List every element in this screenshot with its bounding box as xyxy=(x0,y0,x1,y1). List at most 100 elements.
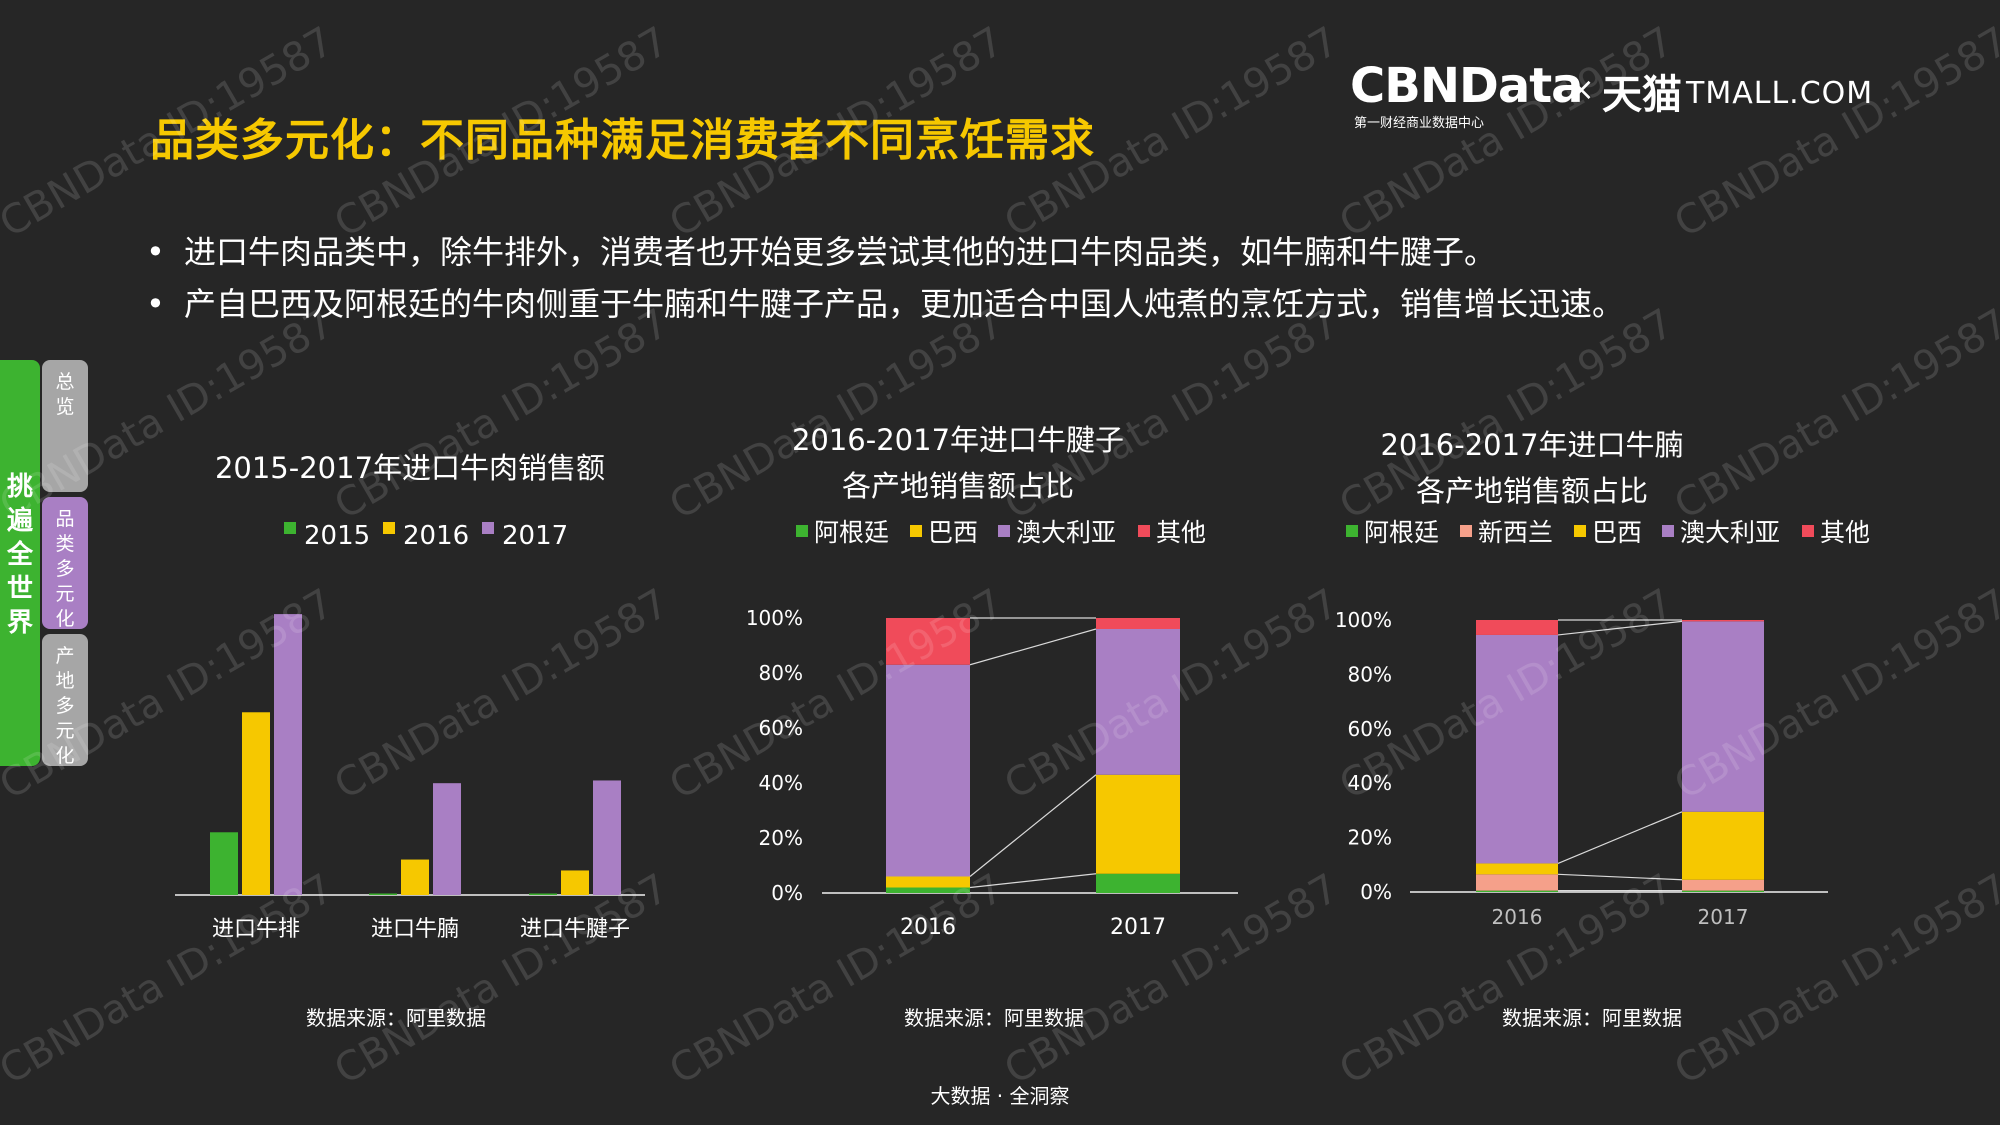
chart2-title: 2016-2017年进口牛腱子 xyxy=(792,423,1124,457)
chart3-legend-swatch xyxy=(1574,525,1586,537)
chart3-legend-label: 澳大利亚 xyxy=(1680,518,1780,547)
chart2-legend-swatch xyxy=(796,525,808,537)
footer-slogan: 大数据 · 全洞察 xyxy=(930,1084,1070,1108)
chart2-bar-segment xyxy=(1096,873,1180,893)
chart3-legend-label: 巴西 xyxy=(1592,518,1642,547)
chart1-bar xyxy=(433,783,461,895)
chart2-legend-swatch xyxy=(998,525,1010,537)
chart3-bar-segment xyxy=(1476,863,1558,875)
chart1-legend-label: 2015 xyxy=(304,521,370,551)
chart3-legend-swatch xyxy=(1346,525,1358,537)
chart3-y-tick-label: 80% xyxy=(1348,662,1392,686)
chart3-bar-segment xyxy=(1476,634,1558,864)
sidebar-tab-origin[interactable]: 产地多元化 xyxy=(42,634,88,767)
tmall-logo-cn: 天猫 xyxy=(1602,72,1682,118)
chart1-bar xyxy=(369,893,397,895)
chart2-bar-segment xyxy=(886,618,970,665)
chart2-legend-label: 巴西 xyxy=(928,518,978,547)
chart2-source: 数据来源：阿里数据 xyxy=(904,1006,1084,1030)
chart3-y-tick-label: 60% xyxy=(1348,717,1392,741)
chart2-bar-segment xyxy=(1096,629,1180,775)
chart1-bar xyxy=(242,712,270,895)
chart2-y-tick-label: 100% xyxy=(746,606,803,630)
chart3-legend-swatch xyxy=(1802,525,1814,537)
chart1-legend-swatch xyxy=(383,522,395,534)
chart3-legend-swatch xyxy=(1662,525,1674,537)
chart1-bar xyxy=(529,893,557,895)
chart2-y-tick-label: 40% xyxy=(759,771,803,795)
chart2-connector-line xyxy=(969,628,1097,666)
sidebar-tab-category[interactable]: 品类多元化 xyxy=(42,497,88,630)
bullet-item: 产自巴西及阿根廷的牛肉侧重于牛腩和牛腱子产品，更加适合中国人炖煮的烹饪方式，销售… xyxy=(150,278,1624,330)
sidebar-section-main: 挑遍全世界 xyxy=(0,360,40,766)
chart2-bar-segment xyxy=(886,664,970,877)
chart3-bar-segment xyxy=(1476,620,1558,635)
chart1-x-tick-label: 进口牛腱子 xyxy=(520,917,630,942)
chart3-legend-label: 其他 xyxy=(1820,518,1870,547)
cbndata-subtitle: 第一财经商业数据中心 xyxy=(1354,116,1485,131)
chart1-source: 数据来源：阿里数据 xyxy=(306,1006,486,1030)
chart1-title: 2015-2017年进口牛肉销售额 xyxy=(215,451,605,485)
chart3-title: 各产地销售额占比 xyxy=(1416,474,1648,508)
chart3-x-tick-label: 2017 xyxy=(1698,905,1749,929)
chart3-y-tick-label: 40% xyxy=(1348,771,1392,795)
chart3-legend-label: 阿根廷 xyxy=(1364,518,1439,547)
chart1-legend-label: 2017 xyxy=(502,521,568,551)
chart3-title: 2016-2017年进口牛腩 xyxy=(1380,428,1683,462)
chart1-bar xyxy=(593,780,621,895)
chart2-y-tick-label: 80% xyxy=(759,661,803,685)
chart3-source: 数据来源：阿里数据 xyxy=(1502,1006,1682,1030)
sidebar-main-label: 挑遍全世界 xyxy=(6,472,33,638)
chart1-legend-swatch xyxy=(284,522,296,534)
bullet-item: 进口牛肉品类中，除牛排外，消费者也开始更多尝试其他的进口牛肉品类，如牛腩和牛腱子… xyxy=(150,226,1624,278)
chart3-bar-segment xyxy=(1682,879,1764,891)
chart2-legend-swatch xyxy=(910,525,922,537)
chart3-x-tick-label: 2016 xyxy=(1492,905,1543,929)
chart2-legend-label: 阿根廷 xyxy=(814,518,889,547)
chart1-legend-label: 2016 xyxy=(403,521,469,551)
chart2-bar-segment xyxy=(886,887,970,893)
chart2-title: 各产地销售额占比 xyxy=(842,469,1074,503)
chart2-legend-label: 其他 xyxy=(1156,518,1206,547)
chart2-connector-line xyxy=(969,873,1097,889)
chart1-bar xyxy=(401,859,429,895)
brand-logo: CBNData 第一财经商业数据中心 × 天猫 TMALL.COM xyxy=(1350,58,1874,138)
chart3-bar-segment xyxy=(1476,874,1558,891)
chart3-connector-line xyxy=(1557,620,1683,636)
chart2-y-tick-label: 20% xyxy=(759,826,803,850)
bullet-list: 进口牛肉品类中，除牛排外，消费者也开始更多尝试其他的进口牛肉品类，如牛腩和牛腱子… xyxy=(150,226,1624,330)
chart3-connector-line xyxy=(1557,811,1683,864)
chart1-x-tick-label: 进口牛腩 xyxy=(371,917,459,942)
chart3-bar-segment xyxy=(1682,621,1764,812)
chart2-bar-segment xyxy=(1096,774,1180,874)
chart1-x-tick-label: 进口牛排 xyxy=(212,917,300,942)
chart1-bar xyxy=(210,832,238,895)
chart2-x-tick-label: 2017 xyxy=(1110,915,1166,940)
chart3-legend-label: 新西兰 xyxy=(1478,518,1553,547)
chart3-bar-segment xyxy=(1682,811,1764,880)
chart2-bar-segment xyxy=(1096,618,1180,629)
sidebar-tab-overview[interactable]: 总览 xyxy=(42,360,88,492)
chart1-bar xyxy=(561,870,589,895)
chart2-bar-segment xyxy=(886,876,970,888)
brand-separator: × xyxy=(1568,70,1595,108)
chart3-legend-swatch xyxy=(1460,525,1472,537)
chart3-y-tick-label: 0% xyxy=(1360,880,1392,904)
chart1-bar xyxy=(274,614,302,895)
page-title: 品类多元化：不同品种满足消费者不同烹饪需求 xyxy=(150,115,1095,166)
chart2-x-tick-label: 2016 xyxy=(900,915,956,940)
chart3-y-tick-label: 100% xyxy=(1335,608,1392,632)
chart2-legend-label: 澳大利亚 xyxy=(1016,518,1116,547)
cbndata-logo: CBNData xyxy=(1350,58,1584,114)
chart2-legend-swatch xyxy=(1138,525,1150,537)
chart3-y-tick-label: 20% xyxy=(1348,826,1392,850)
chart3-connector-line xyxy=(1557,873,1683,881)
chart3-bar-segment xyxy=(1476,890,1558,892)
chart3-bar-segment xyxy=(1682,890,1764,892)
chart2-connector-line xyxy=(969,774,1097,877)
chart1-legend-swatch xyxy=(482,522,494,534)
tmall-logo-en: TMALL.COM xyxy=(1686,76,1874,111)
chart3-bar-segment xyxy=(1682,620,1764,622)
chart2-y-tick-label: 60% xyxy=(759,716,803,740)
